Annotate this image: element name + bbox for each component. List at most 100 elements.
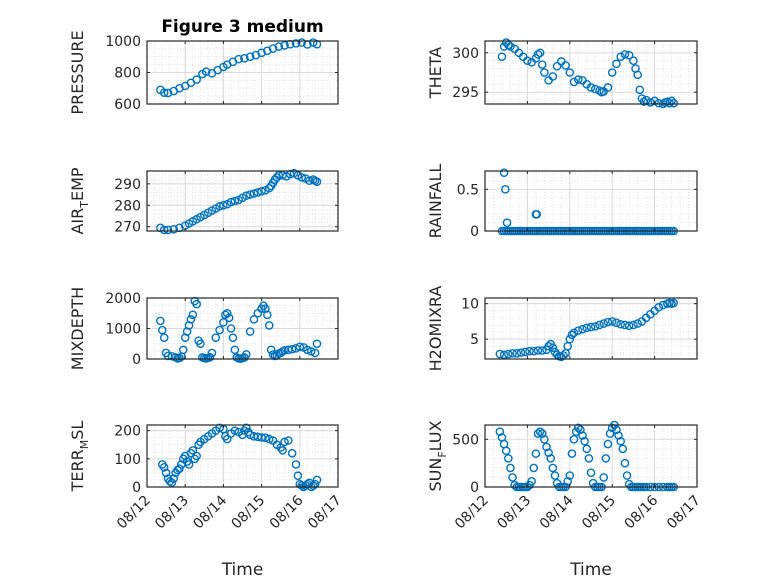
y-tick-label: 280 bbox=[114, 198, 141, 214]
y-tick-label: 500 bbox=[452, 432, 479, 448]
data-point bbox=[226, 197, 236, 207]
data-point bbox=[533, 50, 543, 59]
data-point bbox=[612, 59, 621, 69]
data-point bbox=[266, 345, 276, 355]
data-point bbox=[546, 454, 556, 463]
y-tick-label: 800 bbox=[114, 66, 141, 82]
data-point bbox=[612, 425, 621, 435]
data-point bbox=[504, 349, 513, 359]
data-point bbox=[219, 200, 228, 210]
y-axis-label-part: PRESSURE bbox=[68, 30, 87, 114]
data-point bbox=[576, 425, 585, 435]
data-point bbox=[535, 427, 545, 436]
axes-box bbox=[146, 424, 339, 488]
data-point bbox=[499, 168, 509, 177]
data-point bbox=[215, 325, 224, 335]
data-point bbox=[569, 435, 579, 444]
data-point bbox=[186, 315, 196, 324]
data-point bbox=[527, 476, 536, 486]
data-point bbox=[175, 353, 184, 363]
data-point bbox=[156, 316, 165, 326]
data-point bbox=[178, 345, 188, 355]
data-point bbox=[196, 339, 205, 349]
x-tick-label: 08/17 bbox=[664, 493, 704, 533]
data-point bbox=[520, 347, 530, 357]
y-tick-label: 200 bbox=[114, 424, 141, 440]
plot-area bbox=[485, 171, 697, 231]
data-point bbox=[573, 326, 583, 335]
data-point bbox=[578, 324, 587, 334]
data-point bbox=[245, 190, 255, 199]
y-axis-label: RAINFALL bbox=[426, 164, 445, 239]
data-point bbox=[274, 42, 284, 51]
data-point bbox=[665, 98, 674, 108]
data-point bbox=[207, 348, 217, 358]
data-point bbox=[563, 476, 572, 486]
data-point bbox=[569, 328, 579, 338]
data-point bbox=[242, 191, 251, 200]
data-point bbox=[295, 342, 305, 352]
data-point bbox=[310, 479, 320, 489]
data-point bbox=[567, 449, 577, 458]
x-axis-label: Time bbox=[569, 560, 612, 580]
data-point bbox=[501, 446, 511, 456]
data-point bbox=[616, 52, 625, 62]
data-point bbox=[268, 350, 278, 359]
data-point bbox=[525, 346, 534, 356]
data-point bbox=[633, 319, 642, 328]
data-point bbox=[230, 196, 240, 206]
data-point bbox=[586, 322, 596, 332]
data-point bbox=[188, 446, 198, 455]
y-tick-label: 0 bbox=[132, 480, 141, 496]
data-point bbox=[287, 448, 297, 458]
y-axis-label-part: MIXDEPTH bbox=[68, 287, 87, 370]
y-axis-label-part: EMP bbox=[68, 167, 87, 201]
data-point bbox=[565, 471, 575, 480]
data-point bbox=[175, 464, 184, 473]
y-tick-label: 0.5 bbox=[457, 182, 479, 198]
y-axis-label-subscript: M bbox=[78, 440, 91, 450]
data-point bbox=[310, 348, 320, 358]
y-axis-label-part: TERR bbox=[68, 449, 87, 492]
data-point bbox=[590, 322, 600, 331]
data-point bbox=[228, 333, 238, 342]
subplot-6: 5 10 H2OMIXRA bbox=[426, 286, 698, 371]
data-point bbox=[312, 339, 322, 349]
data-point bbox=[614, 431, 623, 440]
data-point bbox=[635, 85, 645, 95]
x-axis-label: Time bbox=[221, 560, 264, 580]
data-point bbox=[508, 473, 517, 482]
data-point bbox=[312, 177, 322, 187]
data-point bbox=[548, 343, 558, 352]
data-point bbox=[506, 42, 515, 51]
data-point bbox=[565, 334, 575, 344]
data-point bbox=[205, 352, 215, 362]
y-tick-label: 0 bbox=[470, 480, 479, 496]
data-point bbox=[550, 471, 560, 480]
data-point bbox=[601, 454, 611, 463]
y-tick-label: 270 bbox=[114, 220, 141, 236]
axes-box bbox=[146, 170, 339, 232]
x-tick-label: 08/14 bbox=[537, 492, 577, 532]
data-point bbox=[582, 323, 592, 333]
y-tick-label: 600 bbox=[114, 97, 141, 113]
data-point bbox=[240, 54, 249, 63]
data-point bbox=[506, 463, 515, 473]
data-point bbox=[280, 437, 289, 447]
data-point bbox=[620, 458, 630, 468]
data-point bbox=[584, 454, 594, 463]
y-axis-label-subscript: T bbox=[78, 201, 91, 209]
data-point bbox=[599, 319, 609, 328]
data-point bbox=[537, 60, 547, 69]
y-axis-label: AIRTEMP bbox=[68, 167, 91, 234]
data-point bbox=[245, 430, 255, 440]
data-point bbox=[552, 61, 562, 71]
y-tick-label: 300 bbox=[452, 46, 479, 62]
y-tick-label: 1000 bbox=[105, 34, 141, 50]
data-point bbox=[512, 349, 522, 358]
data-point bbox=[308, 481, 318, 490]
data-point bbox=[245, 327, 255, 336]
y-axis-label-part: AIR bbox=[68, 208, 87, 235]
x-tick-label: 08/15 bbox=[229, 493, 269, 533]
subplot-4: 0 0.5 RAINFALL bbox=[426, 164, 698, 240]
